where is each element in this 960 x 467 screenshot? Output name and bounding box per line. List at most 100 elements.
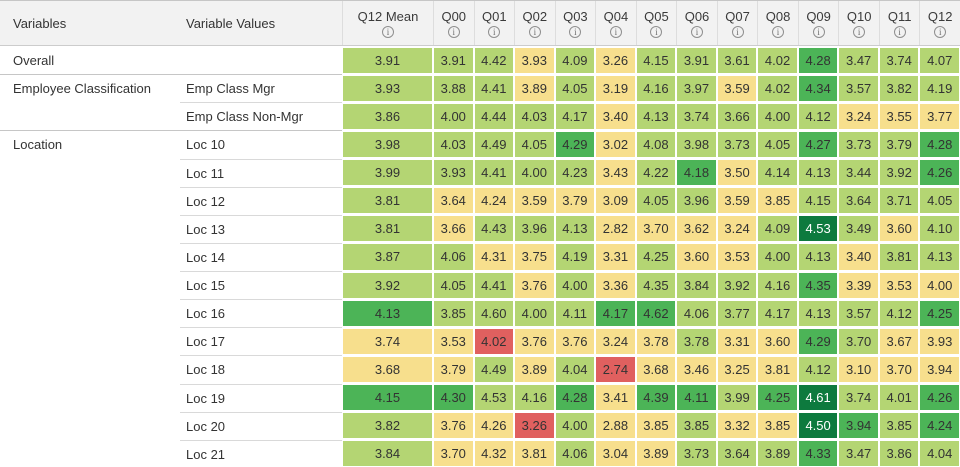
heatmap-cell[interactable]: 3.46 [677, 356, 716, 382]
heatmap-cell[interactable]: 3.92 [343, 272, 432, 298]
heatmap-cell[interactable]: 2.88 [596, 413, 635, 439]
heatmap-cell[interactable]: 4.49 [474, 131, 514, 157]
info-icon[interactable]: i [934, 26, 947, 38]
heatmap-cell[interactable]: 4.32 [474, 441, 514, 467]
info-icon[interactable]: i [382, 26, 394, 38]
heatmap-cell[interactable]: 4.39 [636, 385, 676, 411]
heatmap-cell[interactable]: 4.03 [434, 131, 473, 157]
heatmap-cell[interactable]: 4.49 [474, 356, 514, 382]
heatmap-cell[interactable]: 4.31 [474, 244, 514, 270]
heatmap-cell[interactable]: 4.00 [515, 160, 554, 186]
heatmap-cell[interactable]: 3.64 [839, 188, 878, 214]
heatmap-cell[interactable]: 4.43 [474, 216, 514, 242]
heatmap-cell[interactable]: 4.12 [798, 103, 838, 129]
heatmap-cell[interactable]: 3.31 [596, 244, 635, 270]
heatmap-cell[interactable]: 4.26 [920, 385, 959, 411]
heatmap-cell[interactable]: 3.77 [920, 103, 959, 129]
heatmap-cell[interactable]: 3.73 [717, 131, 757, 157]
heatmap-cell[interactable]: 4.23 [555, 160, 595, 186]
info-icon[interactable]: i [569, 26, 582, 38]
heatmap-cell[interactable]: 3.76 [515, 272, 554, 298]
heatmap-cell[interactable]: 4.05 [920, 188, 959, 214]
heatmap-cell[interactable]: 4.29 [555, 131, 595, 157]
heatmap-cell[interactable]: 4.04 [555, 356, 595, 382]
heatmap-cell[interactable]: 4.42 [474, 47, 514, 73]
heatmap-cell[interactable]: 3.24 [596, 328, 635, 354]
info-icon[interactable]: i [731, 26, 744, 38]
heatmap-cell[interactable]: 4.18 [677, 160, 716, 186]
heatmap-cell[interactable]: 3.73 [839, 131, 878, 157]
heatmap-cell[interactable]: 3.93 [515, 47, 554, 73]
info-icon[interactable]: i [528, 26, 541, 38]
heatmap-cell[interactable]: 4.28 [920, 131, 959, 157]
heatmap-cell[interactable]: 4.10 [920, 216, 959, 242]
heatmap-cell[interactable]: 3.41 [596, 385, 635, 411]
heatmap-cell[interactable]: 4.17 [596, 300, 635, 326]
heatmap-cell[interactable]: 4.00 [555, 272, 595, 298]
heatmap-cell[interactable]: 3.87 [343, 244, 432, 270]
heatmap-cell[interactable]: 4.26 [920, 160, 959, 186]
heatmap-cell[interactable]: 3.74 [839, 385, 878, 411]
heatmap-cell[interactable]: 3.89 [515, 75, 554, 101]
heatmap-cell[interactable]: 3.40 [596, 103, 635, 129]
heatmap-cell[interactable]: 4.25 [636, 244, 676, 270]
heatmap-cell[interactable]: 4.13 [343, 300, 432, 326]
heatmap-cell[interactable]: 4.26 [474, 413, 514, 439]
heatmap-cell[interactable]: 3.74 [343, 328, 432, 354]
info-icon[interactable]: i [853, 26, 866, 38]
heatmap-cell[interactable]: 3.53 [434, 328, 473, 354]
heatmap-cell[interactable]: 3.85 [758, 188, 797, 214]
heatmap-cell[interactable]: 3.55 [879, 103, 919, 129]
heatmap-cell[interactable]: 3.62 [677, 216, 716, 242]
heatmap-cell[interactable]: 4.16 [636, 75, 676, 101]
heatmap-cell[interactable]: 3.85 [677, 413, 716, 439]
heatmap-cell[interactable]: 4.53 [798, 216, 838, 242]
heatmap-cell[interactable]: 4.28 [555, 385, 595, 411]
heatmap-cell[interactable]: 4.25 [920, 300, 959, 326]
heatmap-cell[interactable]: 3.97 [677, 75, 716, 101]
heatmap-cell[interactable]: 3.89 [758, 441, 797, 467]
heatmap-cell[interactable]: 4.15 [636, 47, 676, 73]
heatmap-cell[interactable]: 4.50 [798, 413, 838, 439]
heatmap-cell[interactable]: 3.10 [839, 356, 878, 382]
info-icon[interactable]: i [488, 26, 501, 38]
heatmap-cell[interactable]: 3.39 [839, 272, 878, 298]
heatmap-cell[interactable]: 3.88 [434, 75, 473, 101]
info-icon[interactable]: i [893, 26, 906, 38]
heatmap-cell[interactable]: 3.78 [636, 328, 676, 354]
heatmap-cell[interactable]: 3.26 [515, 413, 554, 439]
heatmap-cell[interactable]: 4.61 [798, 385, 838, 411]
heatmap-cell[interactable]: 4.19 [920, 75, 959, 101]
heatmap-cell[interactable]: 3.70 [839, 328, 878, 354]
heatmap-cell[interactable]: 4.03 [515, 103, 554, 129]
heatmap-cell[interactable]: 3.92 [879, 160, 919, 186]
heatmap-cell[interactable]: 4.00 [434, 103, 473, 129]
heatmap-cell[interactable]: 3.92 [717, 272, 757, 298]
heatmap-cell[interactable]: 3.59 [717, 75, 757, 101]
heatmap-cell[interactable]: 3.96 [515, 216, 554, 242]
heatmap-cell[interactable]: 3.47 [839, 441, 878, 467]
heatmap-cell[interactable]: 3.76 [434, 413, 473, 439]
heatmap-cell[interactable]: 3.47 [839, 47, 878, 73]
heatmap-cell[interactable]: 3.79 [879, 131, 919, 157]
heatmap-cell[interactable]: 3.68 [343, 356, 432, 382]
heatmap-cell[interactable]: 3.91 [677, 47, 716, 73]
heatmap-cell[interactable]: 4.30 [434, 385, 473, 411]
heatmap-cell[interactable]: 3.76 [515, 328, 554, 354]
heatmap-cell[interactable]: 3.66 [717, 103, 757, 129]
heatmap-cell[interactable]: 3.19 [596, 75, 635, 101]
heatmap-cell[interactable]: 3.43 [596, 160, 635, 186]
heatmap-cell[interactable]: 4.01 [879, 385, 919, 411]
heatmap-cell[interactable]: 4.34 [798, 75, 838, 101]
heatmap-cell[interactable]: 4.05 [515, 131, 554, 157]
heatmap-cell[interactable]: 4.13 [798, 244, 838, 270]
heatmap-cell[interactable]: 3.25 [717, 356, 757, 382]
heatmap-cell[interactable]: 4.05 [636, 188, 676, 214]
heatmap-cell[interactable]: 3.78 [677, 328, 716, 354]
heatmap-cell[interactable]: 4.06 [555, 441, 595, 467]
heatmap-cell[interactable]: 4.11 [677, 385, 716, 411]
heatmap-cell[interactable]: 4.15 [343, 385, 432, 411]
heatmap-cell[interactable]: 4.13 [798, 160, 838, 186]
heatmap-cell[interactable]: 3.57 [839, 300, 878, 326]
heatmap-cell[interactable]: 4.29 [798, 328, 838, 354]
